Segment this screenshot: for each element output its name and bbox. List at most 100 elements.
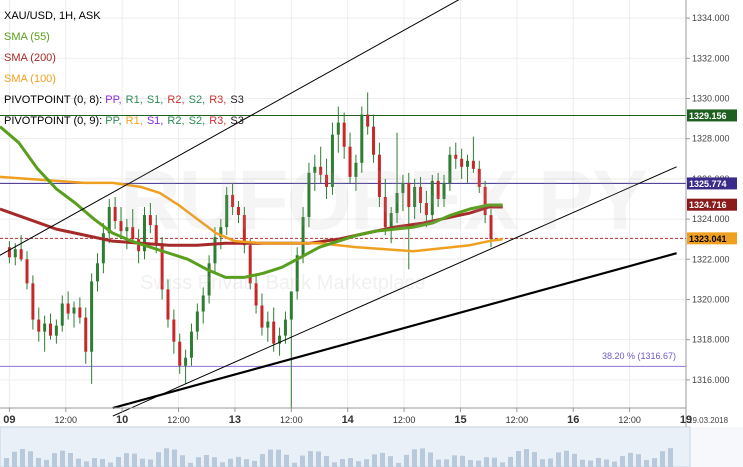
x-tick-label-6: 14: [342, 414, 355, 426]
navigator-bar-29: [236, 456, 241, 467]
trend-line-1: [112, 166, 677, 417]
candle-body-79: [471, 160, 475, 169]
x-tick-label-5: 12:00: [280, 415, 303, 425]
navigator-bar-36: [292, 462, 297, 467]
pivot-9-r1: R1,: [125, 115, 143, 127]
navigator-bar-42: [340, 458, 345, 467]
candle-body-21: [131, 227, 135, 240]
legend-pivot-9[interactable]: PIVOTPOINT (0, 9): PP, R1, S1, R2, S2, R…: [4, 111, 245, 132]
pivot-9-label: PIVOTPOINT (0, 9):: [4, 115, 103, 127]
navigator-bar-6: [52, 453, 57, 467]
navigator-bar-7: [60, 450, 65, 467]
x-tick-label-10: 16: [567, 414, 579, 426]
candle-body-40: [242, 215, 246, 246]
x-tick-label-9: 12:00: [506, 415, 529, 425]
navigator-bar-48: [388, 456, 393, 467]
candle-body-18: [113, 207, 117, 222]
navigator-bar-79: [636, 454, 641, 467]
candle-body-25: [154, 225, 158, 244]
candle-body-48: [289, 291, 293, 320]
candle-body-75: [448, 154, 452, 183]
candle-body-65: [389, 213, 393, 228]
candle-body-54: [325, 174, 329, 187]
pivot-9-s3: S3: [230, 115, 244, 127]
navigator-bar-25: [204, 454, 209, 467]
candle-body-31: [189, 331, 193, 358]
candle-body-33: [201, 295, 205, 312]
chart-legend: XAU/USD, 1H, ASK SMA (55) SMA (200) SMA …: [4, 6, 245, 132]
candle-body-1: [13, 249, 17, 258]
candle-body-71: [424, 202, 428, 216]
price-label-box-3: [687, 232, 737, 245]
candle-body-45: [272, 321, 276, 344]
y-tick-label-0: 1316.000: [692, 375, 730, 385]
navigator-bar-18: [148, 459, 153, 467]
candle-body-39: [236, 207, 240, 216]
candle-body-10: [66, 303, 70, 314]
price-label-box-2: [687, 198, 737, 211]
candle-body-24: [148, 215, 152, 226]
candles-group: [7, 92, 493, 408]
navigator-bar-22: [180, 455, 185, 467]
sma-100-line: [0, 175, 503, 253]
pivot-8-pp: PP,: [105, 94, 122, 106]
navigator-bar-28: [228, 458, 233, 467]
candle-body-52: [313, 166, 317, 173]
navigator-bar-30: [244, 459, 249, 467]
navigator-bar-77: [620, 456, 625, 467]
y-tick-label-9: 1334.000: [692, 13, 730, 23]
navigator-bar-37: [300, 455, 305, 467]
legend-pivot-8[interactable]: PIVOTPOINT (0, 8): PP, R1, S1, R2, S2, R…: [4, 90, 245, 111]
candle-body-44: [266, 321, 270, 328]
navigator-bar-51: [412, 449, 417, 467]
navigator-bar-21: [172, 449, 177, 467]
candle-body-50: [301, 217, 305, 256]
legend-sma-100[interactable]: SMA (100): [4, 73, 56, 85]
candle-body-69: [413, 186, 417, 208]
navigator-bar-62: [500, 462, 505, 467]
candle-body-38: [231, 194, 235, 208]
navigator-bar-65: [524, 449, 529, 467]
candle-body-57: [342, 122, 346, 147]
navigator-bar-58: [468, 460, 473, 467]
candle-body-60: [360, 114, 364, 163]
candle-body-23: [142, 215, 146, 252]
candle-body-27: [166, 289, 170, 320]
candle-body-6: [43, 323, 47, 332]
navigator-bar-76: [612, 461, 617, 467]
navigator-bar-57: [460, 455, 465, 467]
candle-body-63: [377, 154, 381, 197]
candle-body-36: [219, 227, 223, 238]
price-label-box-1: [687, 177, 737, 190]
y-tick-label-3: 1322.000: [692, 254, 730, 264]
navigator-bar-26: [212, 457, 217, 467]
x-tick-label-11: 12:00: [618, 415, 641, 425]
candle-body-4: [31, 283, 35, 320]
navigator-bar-80: [644, 459, 649, 467]
candle-body-42: [254, 283, 258, 306]
price-label-1: 1325.774: [689, 179, 727, 189]
candle-body-20: [125, 227, 129, 232]
legend-sma-55[interactable]: SMA (55): [4, 31, 50, 43]
navigator-bar-43: [348, 458, 353, 467]
navigator-bar-19: [156, 452, 161, 467]
navigator-bar-66: [532, 452, 537, 467]
y-tick-label-2: 1320.000: [692, 294, 730, 304]
candle-body-30: [184, 357, 188, 366]
candle-body-46: [278, 335, 282, 344]
candle-body-17: [107, 207, 111, 234]
x-tick-label-8: 15: [454, 414, 466, 426]
candle-body-70: [419, 186, 423, 203]
navigator-bar-60: [484, 457, 489, 467]
x-tick-label-1: 12:00: [55, 415, 78, 425]
navigator-bar-5: [44, 459, 49, 467]
navigator-bar-27: [220, 462, 225, 467]
candle-body-67: [401, 182, 405, 193]
candle-body-66: [395, 192, 399, 214]
legend-sma-200[interactable]: SMA (200): [4, 52, 56, 64]
candle-body-74: [442, 182, 446, 199]
y-tick-label-1: 1318.000: [692, 335, 730, 345]
navigator-bar-41: [332, 462, 337, 467]
pivot-9-s1: S1,: [146, 115, 164, 127]
